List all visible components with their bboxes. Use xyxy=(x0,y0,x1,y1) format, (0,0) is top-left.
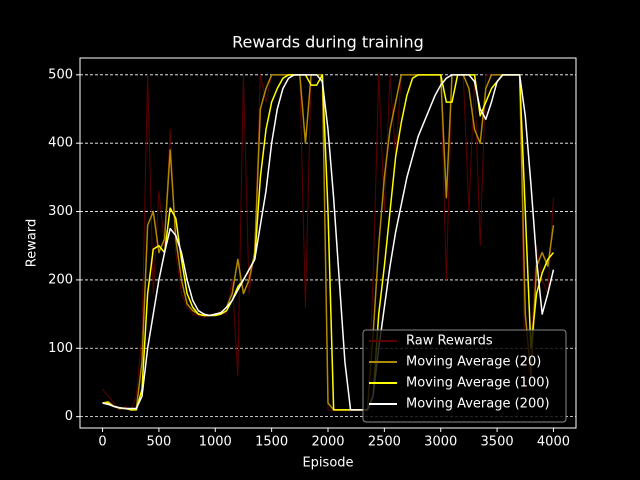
y-tick-label: 300 xyxy=(48,204,73,219)
y-tick-label: 200 xyxy=(48,272,73,287)
y-axis-label: Reward xyxy=(25,219,40,267)
x-tick-label: 3500 xyxy=(481,435,514,450)
legend-box xyxy=(362,329,567,423)
series-line xyxy=(102,74,555,411)
x-tick-label: 2000 xyxy=(311,435,344,450)
x-tick-label: 1000 xyxy=(199,435,232,450)
y-tick-label: 100 xyxy=(48,341,73,356)
legend-label: Raw Rewards xyxy=(406,334,493,349)
y-tick-label: 400 xyxy=(48,136,73,151)
y-tick-label: 0 xyxy=(65,409,73,424)
x-tick-label: 4000 xyxy=(537,435,570,450)
axes-frame xyxy=(79,57,577,429)
x-tick-label: 1500 xyxy=(255,435,288,450)
legend-label: Moving Average (20) xyxy=(406,355,541,370)
x-tick-label: 3000 xyxy=(424,435,457,450)
y-tick-label: 500 xyxy=(48,67,73,82)
series-line xyxy=(102,74,555,411)
series-line xyxy=(102,74,554,411)
chart-title: Rewards during training xyxy=(232,33,424,52)
x-tick-label: 2500 xyxy=(368,435,401,450)
x-tick-label: 0 xyxy=(98,435,106,450)
legend-label: Moving Average (100) xyxy=(406,376,550,391)
legend-label: Moving Average (200) xyxy=(406,397,550,412)
x-tick-label: 500 xyxy=(146,435,171,450)
x-axis-label: Episode xyxy=(302,456,353,471)
